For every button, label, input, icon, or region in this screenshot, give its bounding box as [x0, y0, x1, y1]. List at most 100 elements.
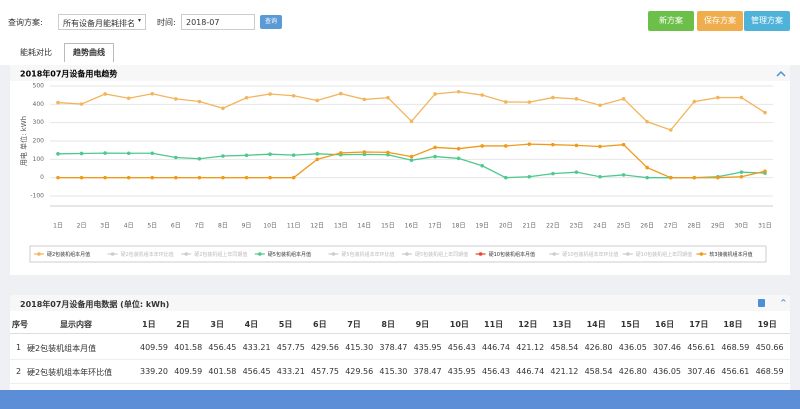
chart-panel — [10, 65, 790, 275]
data-point — [56, 175, 60, 180]
legend-label[interactable]: 硬10包装机组上年同期值 — [636, 251, 692, 258]
data-point — [456, 89, 461, 94]
table-cell: 415.30 — [345, 343, 374, 352]
data-point — [103, 151, 107, 155]
x-tick-label: 30日 — [735, 223, 749, 230]
chart-title: 2018年07月设备用电趋势 — [20, 69, 117, 79]
collapse-icon[interactable]: ^ — [780, 298, 787, 307]
query-button[interactable]: 查询 — [260, 15, 282, 29]
x-tick-label: 20日 — [499, 223, 513, 230]
save-scheme-button[interactable]: 保存方案 — [697, 11, 743, 31]
table-cell: 429.56 — [345, 367, 374, 376]
table-cell: 339.20 — [140, 367, 168, 376]
data-point — [598, 144, 602, 149]
x-tick-label: 12日 — [310, 223, 324, 230]
new-scheme-button[interactable]: 新方案 — [648, 11, 694, 31]
y-tick-label: 0 — [40, 174, 44, 181]
table-cell: 426.80 — [618, 367, 647, 376]
data-point — [103, 92, 107, 96]
export-icon[interactable] — [758, 299, 765, 307]
data-point — [409, 154, 414, 159]
table-cell: 421.12 — [550, 367, 579, 376]
table-header: 11日 — [484, 320, 504, 329]
legend-icon — [626, 252, 630, 256]
tab[interactable]: 能耗对比 — [20, 48, 52, 57]
x-tick-label: 23日 — [570, 223, 584, 230]
data-point — [56, 100, 60, 105]
table-cell: 458.54 — [584, 367, 613, 376]
time-input[interactable]: 2018-07 — [181, 14, 255, 30]
table-header: 15日 — [620, 320, 640, 329]
legend-icon — [478, 252, 483, 256]
data-point — [315, 98, 320, 103]
data-point — [433, 154, 437, 159]
table-header: 10日 — [449, 320, 469, 329]
x-tick-label: 13日 — [334, 223, 348, 230]
manage-scheme-button[interactable]: 管理方案 — [744, 11, 790, 31]
y-tick-label: 300 — [33, 119, 45, 126]
legend-label[interactable]: 硬5包装机组本月值 — [268, 251, 311, 258]
table-header: 19日 — [757, 320, 777, 329]
legend-icon — [552, 252, 556, 256]
data-point — [527, 100, 532, 104]
row-divider — [10, 359, 790, 360]
data-point — [197, 99, 202, 104]
data-point — [480, 93, 485, 97]
y-tick-label: 500 — [33, 83, 45, 90]
legend-icon — [258, 252, 262, 256]
x-tick-label: 18日 — [452, 223, 466, 230]
data-point — [339, 151, 343, 155]
data-point — [503, 100, 508, 104]
data-point — [291, 93, 296, 98]
table-panel: 2018年07月设备用电数据 (单位: kWh) ^ 序号 显示内容 1日 2日 3日 4… — [10, 295, 790, 390]
table-cell: 378.47 — [413, 367, 442, 376]
data-point — [315, 152, 320, 156]
data-point — [433, 145, 437, 150]
data-point — [409, 119, 414, 124]
collapse-icon[interactable] — [776, 70, 786, 77]
tab-active[interactable]: 趋势曲线 — [64, 43, 114, 62]
data-point — [244, 175, 249, 180]
data-point — [197, 175, 202, 180]
legend-label[interactable]: 软3接装机组本月值 — [709, 251, 752, 258]
y-tick-label: 100 — [33, 156, 45, 163]
scheme-value: 所有设备月能耗排名 — [63, 19, 135, 28]
table-header: 5日 — [278, 320, 293, 329]
y-axis-title: 用电 单位: kWh — [19, 116, 28, 166]
table-cell: 307.46 — [653, 343, 681, 352]
legend-label[interactable]: 硬2包装机组本月值 — [47, 251, 90, 258]
table-header: 12日 — [518, 320, 538, 329]
table-cell: 446.74 — [516, 367, 545, 376]
chart: 2018年07月设备用电趋势 -100 0 100 200 300 400 500 用电 单位… — [10, 65, 790, 263]
legend-label[interactable]: 硬2包装机组上年同期值 — [194, 251, 247, 258]
data-point — [79, 175, 84, 180]
table-header: 17日 — [689, 320, 709, 329]
data-point — [503, 144, 508, 148]
data-point — [291, 153, 296, 157]
data-point — [598, 103, 602, 108]
scheme-select[interactable]: 所有设备月能耗排名 ▾ — [58, 14, 146, 30]
table-cell: 401.58 — [174, 343, 203, 352]
table-cell: 435.95 — [447, 367, 476, 376]
table-cell: 435.95 — [413, 343, 442, 352]
data-point — [480, 144, 485, 148]
table-cell: 468.59 — [721, 343, 750, 352]
legend-label[interactable]: 硬5包装机组本年环比值 — [341, 251, 394, 258]
legend-label[interactable]: 硬10包装机组本月值 — [489, 251, 535, 258]
data-point — [574, 170, 579, 174]
data-point — [527, 142, 532, 146]
series-line — [57, 91, 766, 131]
table-cell: 456.45 — [242, 367, 271, 376]
legend-label[interactable]: 硬2包装机组本年环比值 — [121, 251, 174, 258]
row-divider — [10, 383, 790, 384]
x-tick-label: 26日 — [640, 223, 654, 230]
legend-label[interactable]: 硬10包装机组本年环比值 — [562, 251, 618, 258]
table-cell: 457.75 — [311, 367, 339, 376]
data-point — [739, 174, 744, 179]
data-point — [268, 175, 272, 180]
legend-label[interactable]: 硬5包装机组上年同期值 — [415, 251, 468, 258]
table-cell: 378.47 — [379, 343, 408, 352]
row-label: 1 — [16, 343, 22, 352]
table-cell: 456.43 — [482, 367, 510, 376]
